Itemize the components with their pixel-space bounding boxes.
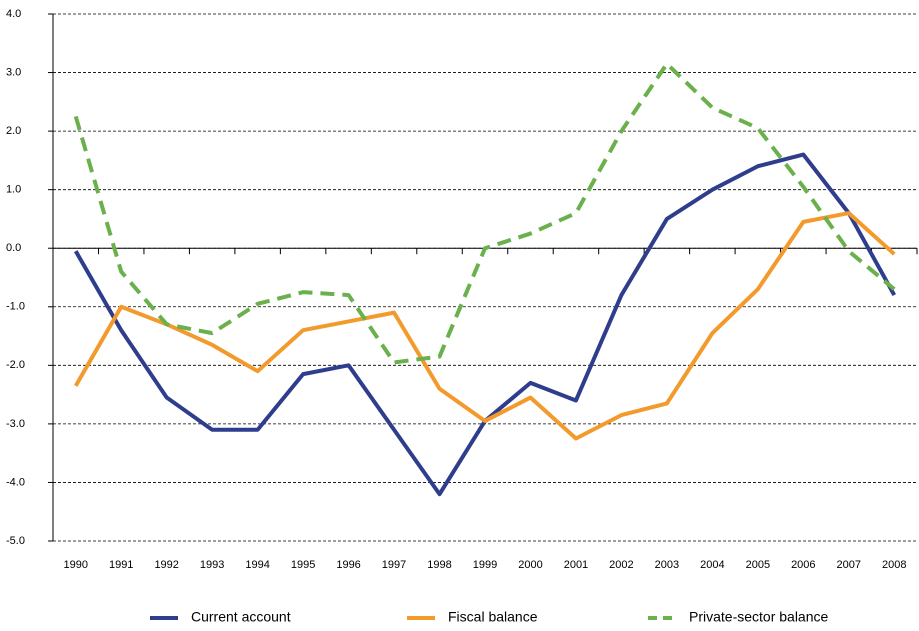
- x-tick-label: 2007: [837, 559, 861, 571]
- y-tick-label: 2.0: [6, 125, 21, 137]
- x-tick-label: 2003: [655, 559, 679, 571]
- x-tick-label: 2002: [609, 559, 633, 571]
- x-tick-label: 1998: [427, 559, 451, 571]
- legend-label: Private-sector balance: [689, 609, 829, 625]
- x-tick-label: 2000: [518, 559, 542, 571]
- y-tick-label: -2.0: [6, 359, 25, 371]
- x-tick-label: 2005: [746, 559, 770, 571]
- x-tick-label: 2004: [700, 559, 724, 571]
- x-tick-label: 2001: [564, 559, 588, 571]
- y-tick-label: -5.0: [6, 535, 25, 547]
- y-tick-label: -3.0: [6, 418, 25, 430]
- y-tick-label: -1.0: [6, 301, 25, 313]
- data-line: [74, 211, 896, 441]
- x-tick-label: 1992: [154, 559, 178, 571]
- x-tick-label: 1993: [200, 559, 224, 571]
- x-tick-label: 1996: [336, 559, 360, 571]
- x-tick-label: 1994: [245, 559, 269, 571]
- legend-label: Fiscal balance: [448, 609, 538, 625]
- x-tick-label: 1999: [473, 559, 497, 571]
- x-tick-label: 1997: [382, 559, 406, 571]
- y-tick-label: -4.0: [6, 476, 25, 488]
- legend-label: Current account: [191, 609, 291, 625]
- legend: Current account Fiscal balance Private-sec…: [150, 609, 829, 625]
- y-tick-label: 3.0: [6, 66, 21, 78]
- data-line: [73, 61, 896, 365]
- x-tick-label: 1990: [63, 559, 87, 571]
- y-tick-label: 0.0: [6, 242, 21, 254]
- data-line: [74, 152, 897, 497]
- y-tick-label: 4.0: [6, 8, 21, 20]
- x-tick-label: 2008: [882, 559, 906, 571]
- x-tick-label: 2006: [791, 559, 815, 571]
- y-tick-label: 1.0: [6, 184, 21, 196]
- x-tick-label: 1995: [291, 559, 315, 571]
- x-tick-label: 1991: [109, 559, 133, 571]
